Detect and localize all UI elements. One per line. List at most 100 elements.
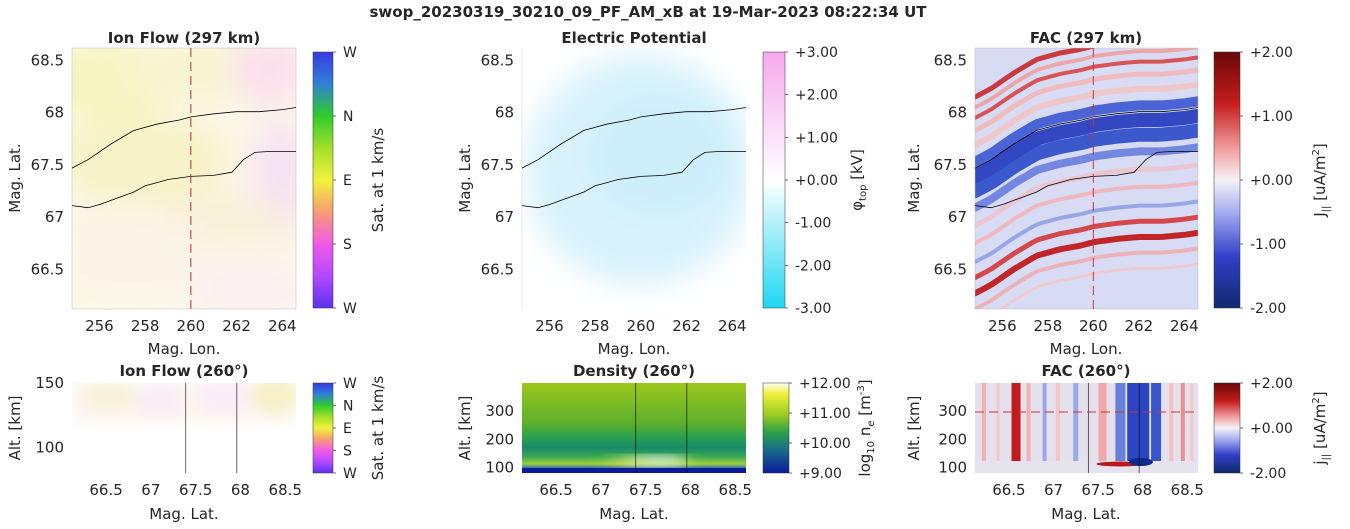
potential-map-colorbar-label: φtop [kV] bbox=[848, 149, 869, 211]
x-tick-label: 262 bbox=[672, 317, 701, 335]
fac-band bbox=[975, 199, 1198, 264]
x-tick-label: 68.5 bbox=[719, 481, 752, 499]
colorbar-tick-label: W bbox=[343, 466, 357, 482]
fac-band bbox=[975, 214, 1198, 281]
density-alt-title: Density (260°) bbox=[573, 362, 695, 380]
y-tick-label: 67 bbox=[495, 208, 514, 226]
x-tick-label: 256 bbox=[988, 317, 1017, 335]
colorbar-tick-label: -1.00 bbox=[1250, 237, 1286, 253]
potential-map-xticks: 256 258 260 262 264 bbox=[535, 317, 746, 335]
colorbar-tick-label: -2.00 bbox=[1250, 301, 1286, 317]
density-alt-ylabel: Alt. [km] bbox=[456, 396, 474, 461]
fac-map-xticks: 256 258 260 262 264 bbox=[988, 317, 1199, 335]
fac-column bbox=[1055, 383, 1060, 461]
fac-band bbox=[975, 55, 1198, 120]
fac-column bbox=[1026, 383, 1031, 461]
colorbar-tick-label: +3.00 bbox=[795, 45, 838, 61]
colorbar-tick-label: N bbox=[343, 109, 353, 125]
x-tick-label: 67.5 bbox=[1081, 481, 1114, 499]
potential-map-ylabel: Mag. Lat. bbox=[456, 143, 474, 212]
x-tick-label: 66.5 bbox=[89, 481, 122, 499]
potential-map-colorbar bbox=[762, 51, 786, 309]
fac-alt-xticks: 66.5 67 67.5 68 68.5 bbox=[992, 481, 1204, 499]
fac-map-boundaries bbox=[975, 107, 1198, 209]
x-tick-label: 66.5 bbox=[992, 481, 1025, 499]
fac-band bbox=[975, 81, 1198, 149]
fac-band bbox=[975, 143, 1198, 212]
density-alt-boundaries bbox=[635, 383, 688, 473]
ion-flow-alt-xticks: 66.5 67 67.5 68 68.5 bbox=[89, 481, 302, 499]
y-tick-label: 100 bbox=[485, 458, 514, 476]
colorbar-tick-label: W bbox=[343, 301, 357, 317]
fac-column bbox=[981, 383, 986, 461]
x-tick-label: 67 bbox=[591, 481, 610, 499]
ion-flow-alt-field bbox=[72, 383, 296, 473]
fac-map-colorbar-ticks: +2.00 +1.00 +0.00 -1.00 -2.00 bbox=[1240, 45, 1293, 317]
boundary-line-1 bbox=[975, 107, 1198, 169]
colorbar-tick-label: S bbox=[343, 444, 352, 460]
colorbar-tick-label: W bbox=[343, 45, 357, 61]
ion-flow-map-colorbar-ticks: W N E S W bbox=[333, 45, 357, 317]
x-tick-label: 67.5 bbox=[629, 481, 662, 499]
fac-band bbox=[975, 230, 1198, 297]
y-tick-label: 68 bbox=[948, 104, 967, 122]
fac-column bbox=[1098, 383, 1107, 461]
colorbar-tick-label: E bbox=[343, 421, 352, 437]
y-tick-label: 68.5 bbox=[934, 52, 967, 70]
fac-band bbox=[975, 162, 1198, 228]
potential-map-yticks: 66.5 67 67.5 68 68.5 bbox=[481, 52, 514, 279]
fac-map-ylabel: Mag. Lat. bbox=[905, 143, 923, 212]
y-tick-label: 300 bbox=[938, 402, 967, 420]
ion-flow-map-xticks: 256 258 260 262 264 bbox=[85, 317, 296, 335]
colorbar-tick-label: +2.00 bbox=[1250, 376, 1293, 392]
x-tick-label: 260 bbox=[177, 317, 206, 335]
x-tick-label: 66.5 bbox=[539, 481, 572, 499]
density-alt-xlabel: Mag. Lat. bbox=[599, 505, 668, 523]
colorbar-tick-label: -1.00 bbox=[795, 216, 831, 232]
ion-flow-map-xlabel: Mag. Lon. bbox=[148, 340, 221, 358]
colorbar-tick-label: +0.00 bbox=[1250, 421, 1293, 437]
y-tick-label: 67 bbox=[45, 208, 64, 226]
fac-column bbox=[1011, 383, 1021, 461]
colorbar-tick-label: S bbox=[343, 237, 352, 253]
fac-column bbox=[1151, 383, 1162, 461]
y-tick-label: 68 bbox=[45, 104, 64, 122]
boundary-line-2 bbox=[975, 151, 1198, 209]
fac-alt-title: FAC (260°) bbox=[1042, 362, 1131, 380]
fac-band bbox=[975, 123, 1198, 198]
density-alt-yticks: 100 200 300 bbox=[485, 402, 514, 476]
fac-band bbox=[975, 96, 1198, 167]
fac-band bbox=[975, 67, 1198, 133]
y-tick-label: 68.5 bbox=[31, 52, 64, 70]
x-tick-label: 256 bbox=[85, 317, 114, 335]
x-tick-label: 258 bbox=[1033, 317, 1062, 335]
colorbar-tick-label: +0.00 bbox=[1250, 173, 1293, 189]
colorbar-tick-label: +10.00 bbox=[799, 436, 851, 452]
density-alt-colorbar bbox=[762, 382, 790, 474]
x-tick-label: 68.5 bbox=[269, 481, 302, 499]
y-tick-label: 150 bbox=[35, 374, 64, 392]
ion-flow-alt-boundaries bbox=[185, 383, 238, 473]
ion-flow-alt-colorbar bbox=[312, 382, 334, 474]
potential-map-boundaries bbox=[522, 107, 746, 209]
fac-band bbox=[975, 48, 1097, 100]
density-alt-field bbox=[522, 383, 746, 473]
colorbar-tick-label: -2.00 bbox=[1250, 466, 1286, 482]
fac-alt-colorbar-ticks: +2.00 +0.00 -2.00 bbox=[1240, 376, 1293, 482]
potential-map-xlabel: Mag. Lon. bbox=[598, 340, 671, 358]
fac-column bbox=[1127, 383, 1150, 461]
potential-map-panel: Electric Potential 256 258 260 262 264 66.56… bbox=[456, 29, 869, 358]
x-tick-label: 256 bbox=[535, 317, 564, 335]
y-tick-label: 66.5 bbox=[481, 260, 514, 278]
fac-map-xlabel: Mag. Lon. bbox=[1050, 340, 1123, 358]
ion-flow-map-colorbar-label: Sat. at 1 km/s bbox=[369, 128, 387, 233]
boundary-line-2 bbox=[522, 151, 746, 209]
ion-flow-alt-panel: Ion Flow (260°) 66.5 67 67.5 68 68.5 100150 … bbox=[6, 362, 387, 523]
y-tick-label: 200 bbox=[938, 430, 967, 448]
x-tick-label: 67 bbox=[1044, 481, 1063, 499]
colorbar-tick-label: +1.00 bbox=[795, 130, 838, 146]
fac-band bbox=[998, 262, 1198, 309]
x-tick-label: 67 bbox=[141, 481, 160, 499]
colorbar-tick-label: W bbox=[343, 376, 357, 392]
